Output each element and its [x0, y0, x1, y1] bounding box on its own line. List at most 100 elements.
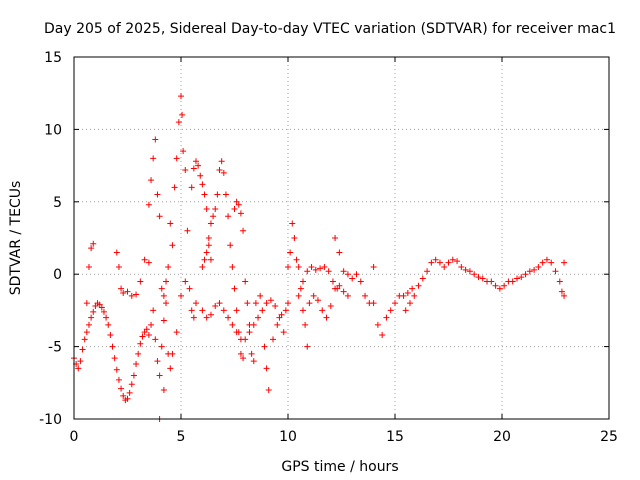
data-point	[133, 360, 140, 367]
data-point	[139, 333, 146, 340]
data-point	[225, 314, 232, 321]
y-tick-label: -5	[48, 340, 62, 356]
data-point	[169, 242, 176, 249]
y-tick-label: 15	[44, 50, 62, 66]
data-point	[415, 282, 422, 289]
data-point	[282, 307, 289, 314]
data-point	[163, 278, 170, 285]
data-point	[115, 376, 122, 383]
data-point	[148, 177, 155, 184]
data-point	[522, 271, 529, 278]
data-point	[165, 263, 172, 270]
x-tick-label: 0	[70, 429, 79, 445]
data-point	[207, 311, 214, 318]
data-point	[400, 292, 407, 299]
data-point	[531, 266, 538, 273]
data-point	[370, 263, 377, 270]
data-point	[195, 162, 202, 169]
data-point	[310, 292, 317, 299]
y-tick-label: 10	[44, 122, 62, 138]
data-point	[237, 350, 244, 357]
data-point	[492, 282, 499, 289]
data-point	[233, 329, 240, 336]
data-point	[188, 184, 195, 191]
data-point	[387, 307, 394, 314]
data-point	[458, 263, 465, 270]
data-point	[449, 256, 456, 263]
data-point	[299, 278, 306, 285]
data-point	[263, 300, 270, 307]
y-axis-label: SDTVAR / TECUs	[8, 181, 24, 296]
data-point	[100, 308, 107, 315]
data-point	[462, 266, 469, 273]
data-point	[90, 308, 97, 315]
data-point	[199, 181, 206, 188]
data-point	[250, 358, 257, 365]
data-point	[135, 350, 142, 357]
data-point	[496, 285, 503, 292]
data-point	[201, 256, 208, 263]
data-point	[158, 285, 165, 292]
data-point	[411, 292, 418, 299]
data-point	[233, 307, 240, 314]
data-point	[428, 259, 435, 266]
data-point	[336, 282, 343, 289]
data-point	[323, 314, 330, 321]
data-point	[192, 158, 199, 165]
data-point	[150, 155, 157, 162]
data-point	[145, 259, 152, 266]
data-point	[561, 259, 568, 266]
data-point	[242, 278, 249, 285]
data-point	[158, 343, 165, 350]
data-point	[130, 372, 137, 379]
data-point	[244, 300, 251, 307]
data-point	[295, 263, 302, 270]
data-point	[317, 265, 324, 272]
data-point	[207, 256, 214, 263]
data-point	[98, 304, 105, 311]
data-point	[518, 274, 525, 281]
data-point	[558, 288, 565, 295]
data-point	[285, 263, 291, 270]
data-point	[543, 256, 550, 263]
data-point	[218, 158, 225, 165]
data-point	[182, 278, 189, 285]
data-point	[246, 329, 253, 336]
data-point	[556, 278, 563, 285]
data-point	[83, 300, 90, 307]
data-point	[306, 300, 313, 307]
data-point	[332, 285, 339, 292]
data-point	[357, 278, 364, 285]
data-point	[175, 119, 182, 126]
data-point	[445, 259, 452, 266]
data-point	[220, 169, 227, 176]
data-point	[329, 278, 336, 285]
data-point	[402, 307, 409, 314]
data-point	[229, 321, 236, 328]
data-point	[188, 307, 195, 314]
x-axis-label: GPS time / hours	[281, 459, 398, 475]
data-point	[304, 268, 311, 275]
data-point	[167, 365, 174, 372]
data-point	[120, 290, 127, 297]
data-point	[85, 321, 92, 328]
data-point	[308, 263, 315, 270]
data-point	[353, 271, 360, 278]
data-point	[105, 321, 112, 328]
data-point	[278, 311, 285, 318]
data-point	[327, 303, 334, 310]
data-point	[118, 285, 125, 292]
data-point	[552, 268, 559, 275]
data-point	[88, 314, 95, 321]
data-point	[178, 292, 184, 299]
data-point	[179, 111, 186, 118]
data-point	[141, 256, 148, 263]
data-point	[216, 300, 223, 307]
x-tick-label: 5	[177, 429, 186, 445]
data-point	[126, 389, 133, 396]
data-point	[466, 268, 473, 275]
data-point	[79, 346, 86, 353]
data-point	[240, 227, 247, 234]
data-point	[186, 285, 193, 292]
